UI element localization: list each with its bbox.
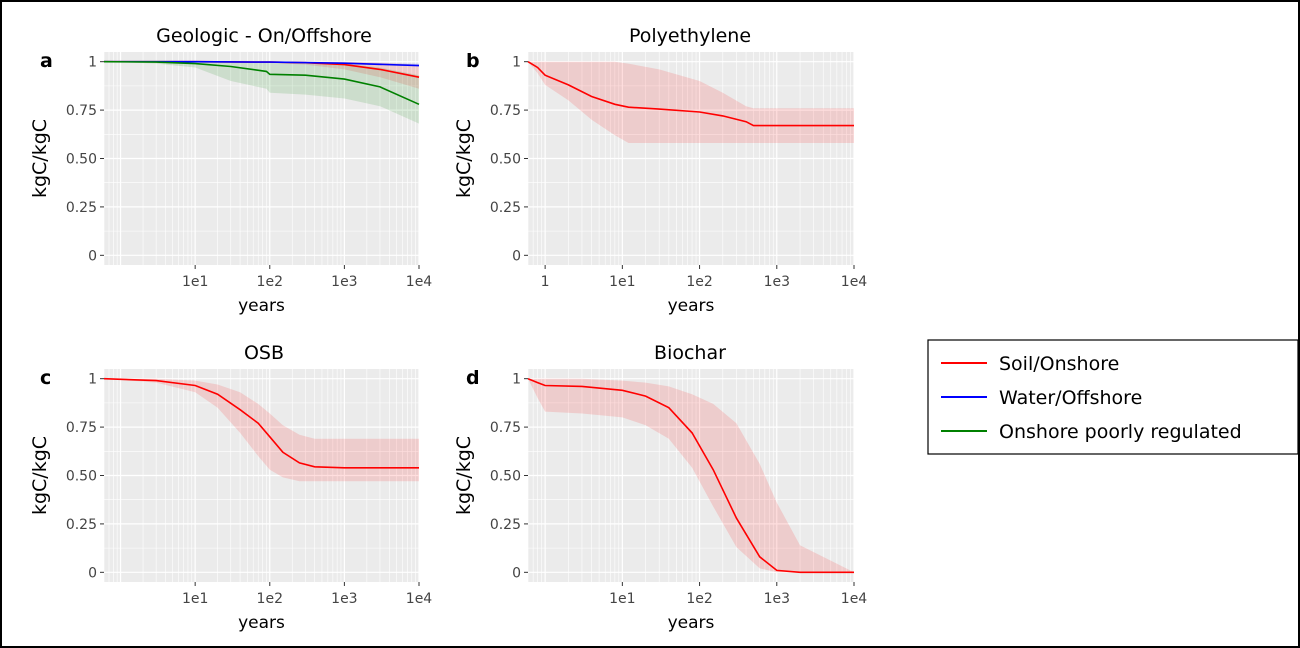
panel-d: 0 0.25 0.50 0.75 1 1e1 1e2 1e3 1e4 Biochar d years k… <box>453 342 867 633</box>
y-tick-label: 1 <box>512 55 521 71</box>
x-tick-label: 1e2 <box>257 274 283 290</box>
y-axis-label: kgC/kgC <box>453 119 475 198</box>
x-tick-label: 1e3 <box>331 591 357 607</box>
y-tick-label: 0.25 <box>490 517 521 533</box>
x-tick-label: 1e1 <box>609 274 635 290</box>
ribbon-soil-onshore <box>104 61 419 89</box>
x-tick-label: 1 <box>541 274 550 290</box>
series-line-soil-onshore <box>527 377 854 574</box>
series-line-onshore-poorly-regulated <box>103 60 420 106</box>
legend-box <box>927 339 1299 455</box>
legend-label-soil-onshore: Soil/Onshore <box>999 353 1119 375</box>
y-tick-label: 0.50 <box>490 469 521 485</box>
legend: Soil/Onshore Water/Offshore Onshore poor… <box>927 339 1299 455</box>
panel-title: OSB <box>244 342 284 364</box>
panel-letter: b <box>466 50 480 72</box>
y-tick-label: 0 <box>88 248 97 264</box>
y-tick-label: 0.25 <box>66 200 97 216</box>
x-tick-label: 1e4 <box>841 591 868 607</box>
x-tick-label: 1e2 <box>257 591 283 607</box>
panel-title: Polyethylene <box>629 25 751 47</box>
x-tick-label: 1e3 <box>764 591 790 607</box>
panels-group: 0 0.25 0.50 0.75 1 1e1 1e2 1e3 1e4 Geologic - On/… <box>29 25 867 633</box>
y-tick-label: 0.25 <box>66 517 97 533</box>
x-axis-label: years <box>238 613 285 633</box>
panel-b: 0 0.25 0.50 0.75 1 1 1e1 1e2 1e3 1e4 Polyethylene b… <box>453 25 867 316</box>
panel-letter: c <box>40 367 51 389</box>
y-tick-label: 0.75 <box>66 420 97 436</box>
y-tick-label: 0.50 <box>490 152 521 168</box>
legend-label-onshore-poorly-regulated: Onshore poorly regulated <box>999 421 1242 443</box>
y-tick-label: 0.50 <box>66 469 97 485</box>
panel-c: 0 0.25 0.50 0.75 1 1e1 1e2 1e3 1e4 OSB c years kgC/k… <box>29 342 432 633</box>
ribbon-soil-onshore <box>104 378 419 482</box>
y-tick-label: 1 <box>88 372 97 388</box>
x-tick-label: 1e4 <box>406 591 433 607</box>
panel-letter: d <box>466 367 480 389</box>
y-tick-label: 0.50 <box>66 152 97 168</box>
y-tick-label: 0.75 <box>490 420 521 436</box>
panel-a: 0 0.25 0.50 0.75 1 1e1 1e2 1e3 1e4 Geologic - On/… <box>29 25 432 316</box>
y-tick-label: 0 <box>512 565 521 581</box>
x-tick-label: 1e2 <box>686 274 712 290</box>
ribbon-soil-onshore <box>528 61 854 144</box>
panel-title: Geologic - On/Offshore <box>156 25 372 47</box>
x-tick-label: 1e3 <box>764 274 790 290</box>
x-tick-label: 1e4 <box>841 274 868 290</box>
y-tick-label: 1 <box>88 55 97 71</box>
x-axis-label: years <box>668 613 715 633</box>
y-axis-label: kgC/kgC <box>29 436 51 515</box>
x-tick-label: 1e2 <box>686 591 712 607</box>
x-tick-label: 1e1 <box>609 591 635 607</box>
x-tick-label: 1e4 <box>406 274 433 290</box>
ribbon-onshore-poorly-regulated <box>104 61 419 124</box>
x-tick-label: 1e1 <box>182 274 208 290</box>
y-axis-label: kgC/kgC <box>453 436 475 515</box>
x-axis-label: years <box>238 296 285 316</box>
series-line-soil-onshore <box>103 377 419 469</box>
x-tick-label: 1e3 <box>331 274 357 290</box>
series-line-soil-onshore <box>527 61 854 127</box>
y-tick-label: 0.25 <box>490 200 521 216</box>
panel-title: Biochar <box>654 342 726 364</box>
x-tick-label: 1e1 <box>182 591 208 607</box>
y-tick-label: 0.75 <box>66 103 97 119</box>
x-axis-label: years <box>668 296 715 316</box>
panel-letter: a <box>40 50 53 72</box>
legend-label-water-offshore: Water/Offshore <box>999 387 1142 409</box>
y-axis-label: kgC/kgC <box>29 119 51 198</box>
y-tick-label: 0.75 <box>490 103 521 119</box>
y-tick-label: 0 <box>512 248 521 264</box>
y-tick-label: 0 <box>88 565 97 581</box>
y-tick-label: 1 <box>512 372 521 388</box>
ribbon-soil-onshore <box>528 378 854 573</box>
